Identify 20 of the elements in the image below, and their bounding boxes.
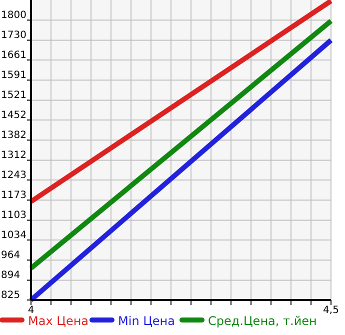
legend-label: Min Цена (118, 314, 176, 328)
y-tick-label: 1591 (1, 70, 26, 82)
y-tick-label: 1243 (1, 170, 26, 181)
y-tick-label: 1382 (1, 130, 26, 142)
y-tick-label: 894 (1, 270, 20, 282)
y-tick-label: 1521 (1, 90, 26, 102)
y-tick-label: 1452 (1, 110, 26, 121)
y-tick-label: 1173 (1, 190, 26, 202)
y-tick-label: 1103 (1, 210, 26, 222)
y-tick-label: 1312 (1, 150, 26, 162)
x-tick-label: 4,5 (323, 305, 339, 316)
y-tick-label: 964 (1, 250, 20, 262)
y-tick-label: 825 (1, 290, 20, 301)
legend-label: Max Цена (28, 314, 89, 328)
x-tick-label: 4 (28, 305, 34, 316)
y-tick-label: 1661 (1, 50, 26, 61)
y-tick-label: 1800 (1, 10, 26, 22)
y-tick-label: 1730 (1, 30, 26, 42)
y-tick-label: 1034 (1, 230, 26, 241)
legend-label: Сред.Цена, т.йен (208, 314, 317, 328)
